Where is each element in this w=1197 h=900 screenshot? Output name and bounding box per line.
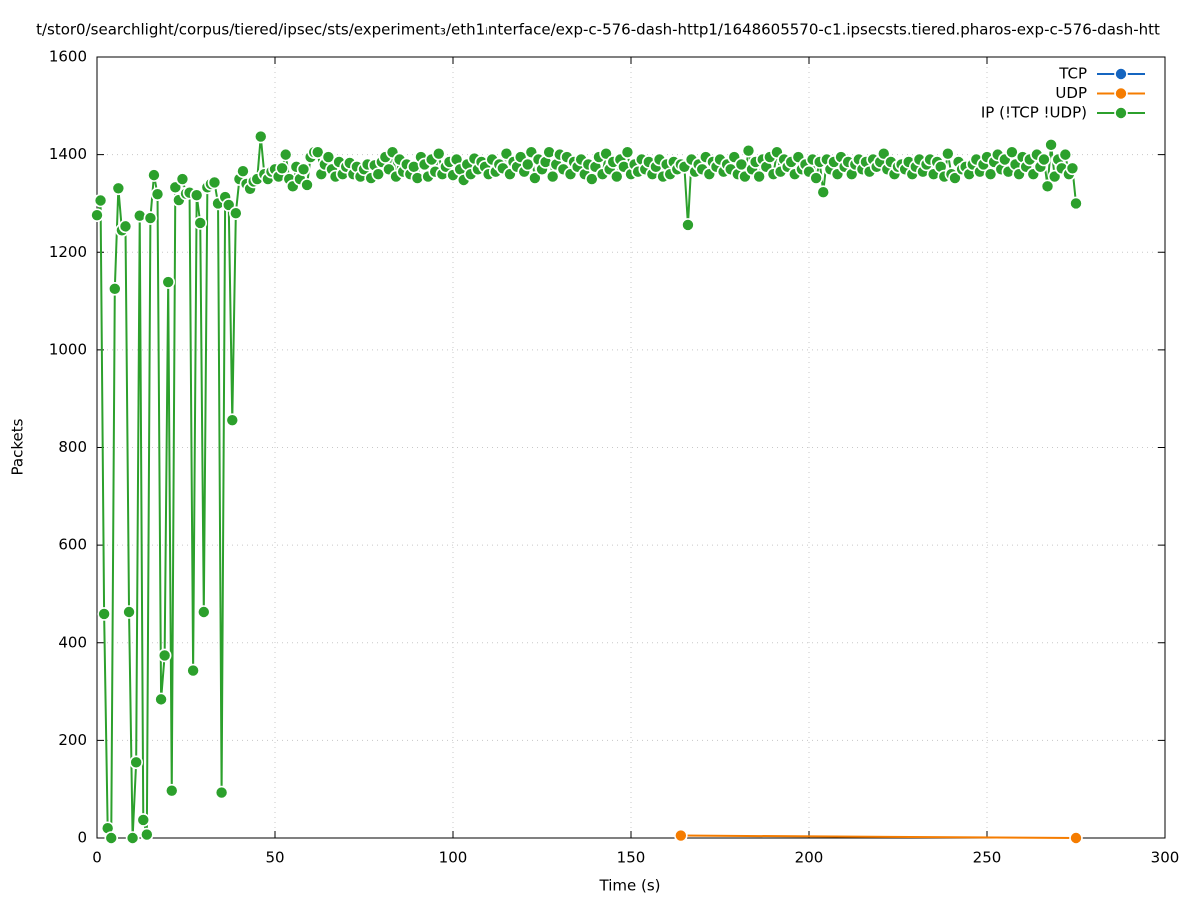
y-tick-label: 400 [58, 633, 87, 651]
series-line [96, 136, 1077, 839]
data-point [111, 181, 126, 196]
y-tick-label: 200 [58, 731, 87, 749]
data-point [948, 171, 962, 185]
data-point [1044, 138, 1058, 152]
y-axis-label: Packets [9, 418, 27, 475]
data-point [122, 605, 136, 619]
y-tick-label: 800 [58, 438, 87, 456]
data-point [681, 218, 695, 232]
data-point [129, 755, 143, 770]
data-point [528, 171, 542, 185]
data-point [161, 275, 175, 289]
data-point [225, 413, 240, 427]
data-point [809, 171, 823, 185]
data-point [253, 129, 268, 144]
data-point [164, 783, 179, 798]
data-point [816, 185, 831, 200]
y-tick-label: 1400 [49, 145, 87, 163]
legend-marker [1114, 67, 1128, 81]
legend-label: IP (!TCP !UDP) [981, 104, 1087, 122]
y-tick-label: 600 [58, 536, 87, 554]
x-axis-label: Time (s) [599, 877, 661, 895]
data-point [207, 175, 222, 190]
legend-label: UDP [1055, 84, 1087, 102]
data-point [189, 188, 204, 202]
data-point [620, 145, 635, 159]
y-tick-label: 1600 [49, 48, 87, 66]
x-tick-label: 50 [265, 849, 284, 867]
data-point [108, 282, 122, 296]
data-point [186, 663, 200, 678]
data-point [214, 785, 229, 800]
legend-marker [1114, 106, 1128, 120]
x-tick-label: 300 [1151, 849, 1180, 867]
data-point [609, 169, 624, 184]
data-point [674, 828, 688, 843]
legend-label: TCP [1058, 65, 1087, 83]
y-tick-label: 1200 [49, 243, 87, 261]
data-point [147, 168, 161, 182]
data-point [1069, 196, 1083, 211]
x-tick-label: 250 [973, 849, 1002, 867]
legend-marker [1114, 86, 1128, 101]
x-tick-label: 0 [92, 849, 102, 867]
data-point [275, 161, 289, 176]
data-point [150, 187, 165, 201]
data-point [236, 164, 250, 179]
data-point [157, 648, 172, 663]
data-point [229, 206, 243, 220]
data-point [1065, 161, 1080, 176]
data-point [136, 813, 151, 827]
data-point [118, 219, 133, 234]
data-point [143, 211, 158, 225]
data-point [154, 692, 168, 707]
data-point [125, 831, 140, 845]
series-line [680, 834, 1077, 839]
x-tick-label: 200 [795, 849, 824, 867]
y-tick-label: 0 [77, 829, 87, 847]
data-point [1069, 831, 1083, 845]
y-tick-label: 1000 [49, 340, 87, 358]
data-point [1037, 152, 1051, 167]
chart-title: t/stor0/searchlight/corpus/tiered/ipsec/… [36, 21, 1160, 39]
data-point [197, 605, 211, 619]
data-point [941, 146, 955, 161]
x-tick-label: 100 [439, 849, 468, 867]
data-point [104, 831, 119, 845]
plot-frame [96, 56, 1166, 839]
data-point [278, 147, 293, 162]
data-point [140, 827, 154, 842]
data-point [93, 193, 108, 208]
data-point [193, 216, 208, 230]
data-point [545, 169, 560, 184]
data-point [296, 162, 311, 177]
data-point [431, 146, 446, 161]
data-point [97, 607, 111, 621]
x-tick-label: 150 [617, 849, 646, 867]
data-point [300, 178, 314, 192]
data-point [752, 169, 766, 184]
data-point [175, 172, 190, 186]
data-point [741, 143, 756, 158]
data-point [1058, 147, 1073, 162]
data-point [1040, 179, 1055, 194]
data-point [90, 208, 104, 222]
